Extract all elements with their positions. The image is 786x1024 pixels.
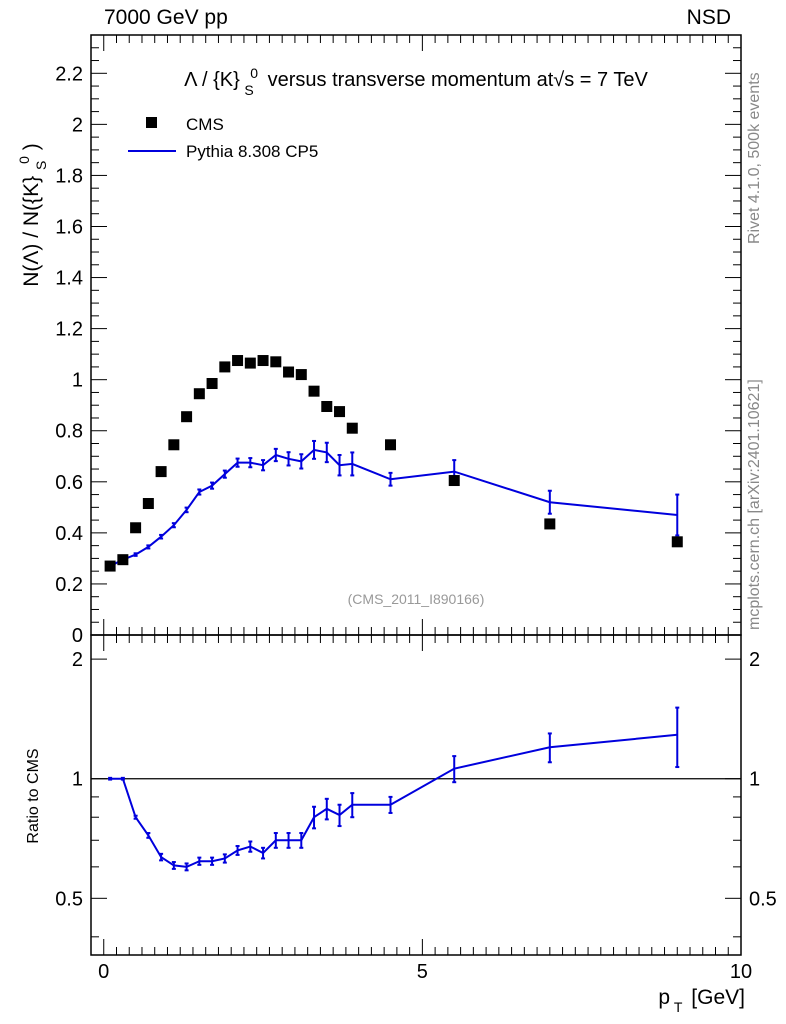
ratio-plot-frame: [90, 634, 742, 956]
x-label-sub: T: [674, 999, 683, 1015]
x-tick-label: 0: [98, 961, 109, 983]
cms-point: [308, 385, 320, 397]
title-prefix: Λ / {K}: [184, 69, 240, 91]
x-label-unit: [GeV]: [691, 986, 745, 1009]
title-sub: S: [244, 82, 253, 98]
legend-cms-label: CMS: [186, 115, 224, 134]
y-label-sup: 0: [16, 156, 32, 164]
main-y-tick-label: 1: [72, 370, 83, 392]
plot-title: Λ / {K} S 0 versus transverse momentum a…: [184, 61, 648, 100]
main-axis-ticks: [91, 35, 742, 636]
energy-label: 7000 GeV pp: [104, 6, 228, 29]
title-rest: versus transverse momentum at√s = 7 TeV: [268, 69, 649, 91]
ratio-y-tick-label: 0.5: [55, 888, 83, 910]
ratio-series: [108, 706, 680, 872]
cms-point: [130, 522, 142, 534]
x-tick-label: 10: [730, 961, 752, 983]
cms-point: [206, 378, 218, 390]
main-y-tick-label: 1.2: [55, 319, 83, 341]
y-label-sub: S: [33, 161, 49, 170]
main-y-label: N(Λ) / N({K} S 0 ): [11, 143, 51, 287]
cms-point: [295, 369, 307, 381]
cms-point: [232, 355, 244, 367]
x-tick-label: 5: [417, 961, 428, 983]
legend-pythia-label: Pythia 8.308 CP5: [186, 142, 318, 161]
main-y-tick-label: 1.4: [55, 268, 83, 290]
main-y-tick-label: 1.6: [55, 216, 83, 238]
ratio-y-tick-label: 1: [72, 769, 83, 791]
x-tick-labels: 0 5 10: [98, 961, 752, 983]
x-axis-label: p T [GeV]: [658, 986, 745, 1017]
cms-point: [321, 400, 333, 412]
rivet-info: Rivet 4.1.0, 500k events: [746, 72, 763, 244]
ratio-y-label: Ratio to CMS: [25, 748, 42, 843]
main-y-tick-label: 0.8: [55, 421, 83, 443]
y-label-prefix: N(Λ) / N({K}: [20, 176, 43, 287]
main-y-tick-label: 0: [72, 625, 83, 647]
x-label-p: p: [658, 986, 670, 1009]
ratio-y-tick-label: 2: [72, 649, 83, 671]
cms-point: [346, 422, 358, 434]
title-sup: 0: [250, 65, 258, 81]
cms-point: [181, 411, 193, 423]
pythia-line: [109, 448, 678, 567]
main-y-tick-label: 0.2: [55, 574, 83, 596]
cms-point: [283, 366, 295, 378]
main-y-tick-labels: 0 0.2 0.4 0.6 0.8 1 1.2 1.4 1.6 1.8 2 2.2: [55, 63, 83, 647]
cms-series: [104, 355, 683, 572]
cms-point: [142, 498, 154, 510]
main-y-tick-label: 2: [72, 114, 83, 136]
cms-point: [104, 560, 116, 572]
cms-point: [193, 388, 205, 400]
cms-point: [257, 355, 269, 367]
cms-point: [671, 536, 683, 548]
ratio-y-tick-labels: 0.5 0.5 1 1 2 2: [55, 649, 777, 910]
cms-point: [168, 439, 180, 451]
pythia-series: [108, 439, 680, 569]
process-label: NSD: [686, 6, 731, 29]
ratio-y-tick-label-right: 1: [749, 769, 760, 791]
main-y-tick-label: 2.2: [55, 63, 83, 85]
y-label-close: ): [20, 143, 43, 150]
analysis-tag: (CMS_2011_I890166): [348, 591, 485, 607]
mcplots-info: mcplots.cern.ch [arXiv:2401.10621]: [746, 379, 763, 630]
main-y-tick-label: 0.4: [55, 523, 83, 545]
main-y-tick-label: 0.6: [55, 472, 83, 494]
ratio-y-tick-label-right: 0.5: [749, 888, 777, 910]
cms-point: [155, 466, 167, 478]
cms-point: [244, 357, 256, 369]
ratio-line: [110, 733, 678, 868]
cms-point: [270, 356, 282, 368]
ratio-y-tick-label-right: 2: [749, 649, 760, 671]
cms-point: [219, 361, 231, 373]
main-y-tick-label: 1.8: [55, 165, 83, 187]
ratio-axis-ticks: [91, 635, 742, 955]
cms-point: [448, 475, 460, 487]
cms-point: [334, 406, 346, 418]
legend-cms-marker: [146, 117, 157, 128]
cms-point: [117, 554, 129, 566]
cms-point: [385, 439, 397, 451]
cms-point: [544, 518, 556, 530]
